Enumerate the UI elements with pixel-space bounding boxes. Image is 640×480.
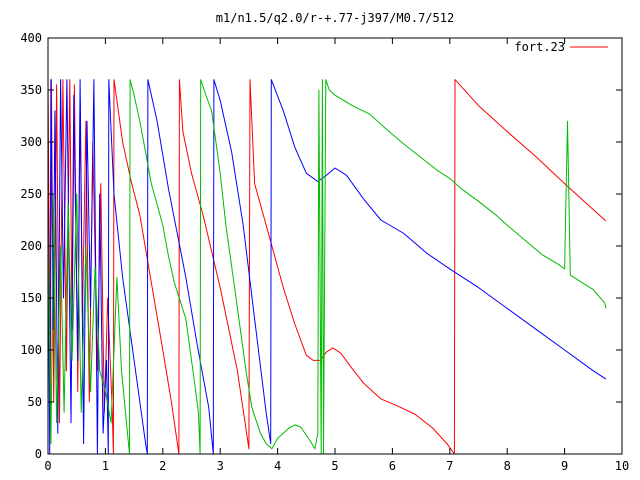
plot-frame: [47, 37, 623, 455]
y-tick-label: 150: [20, 291, 42, 305]
y-tick-label: 200: [20, 239, 42, 253]
x-tick-label: 10: [615, 459, 629, 473]
y-tick-label: 300: [20, 135, 42, 149]
series-line-3: [47, 79, 607, 455]
x-tick-label: 1: [102, 459, 109, 473]
x-tick-label: 5: [331, 459, 338, 473]
x-tick-label: 6: [389, 459, 396, 473]
y-tick-label: 400: [20, 31, 42, 45]
x-tick-label: 3: [217, 459, 224, 473]
y-tick-label: 350: [20, 83, 42, 97]
series-line-2: [47, 79, 607, 455]
x-tick-label: 9: [561, 459, 568, 473]
chart-title: m1/n1.5/q2.0/r-+.77-j397/M0.7/512: [216, 11, 454, 25]
legend: fort.23: [514, 40, 608, 54]
y-tick-label: 0: [35, 447, 42, 461]
series-line-1: [47, 79, 607, 455]
x-tick-label: 0: [44, 459, 51, 473]
x-tick-label: 2: [159, 459, 166, 473]
y-tick-label: 50: [28, 395, 42, 409]
legend-label-fort23: fort.23: [514, 40, 565, 54]
x-tick-label: 4: [274, 459, 281, 473]
x-tick-label: 8: [504, 459, 511, 473]
plot-area: [47, 79, 607, 455]
x-tick-label: 7: [446, 459, 453, 473]
y-tick-label: 100: [20, 343, 42, 357]
y-tick-label: 250: [20, 187, 42, 201]
